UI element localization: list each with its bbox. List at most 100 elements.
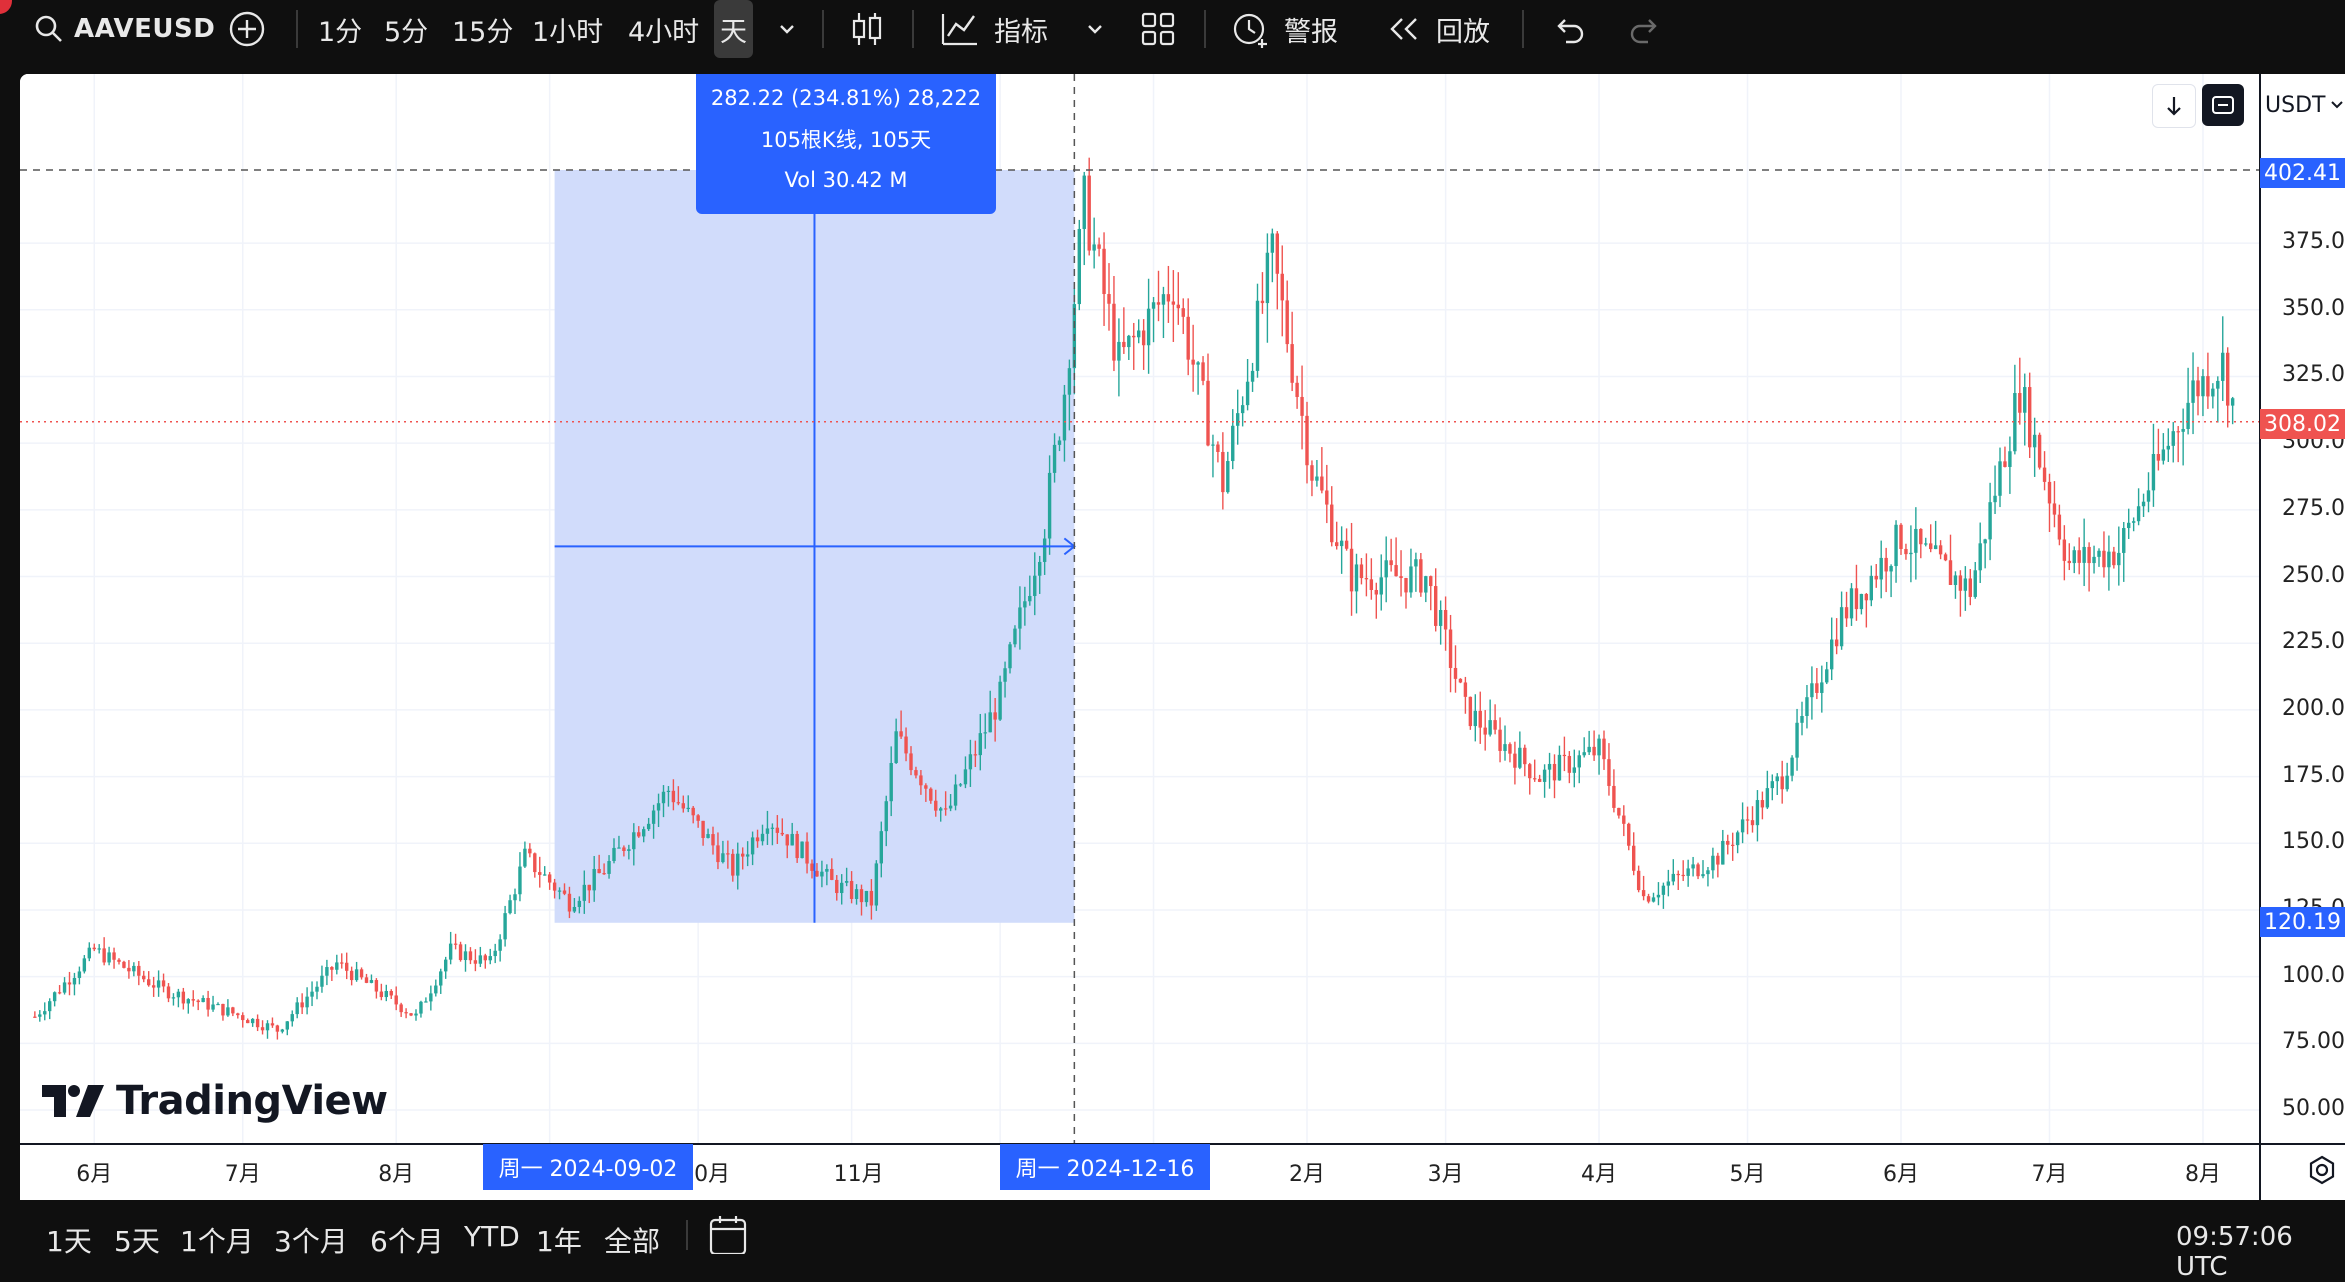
currency-selector[interactable]: USDT	[2265, 88, 2345, 122]
price-chart[interactable]	[20, 74, 2345, 1200]
chevron-down-icon	[780, 25, 794, 34]
range-button[interactable]: 1年	[536, 1225, 582, 1258]
candle-body	[1513, 753, 1517, 768]
candle-body	[241, 1015, 245, 1021]
chart-settings-button[interactable]	[2300, 1148, 2344, 1192]
candle-body	[1790, 757, 1794, 776]
utc-clock[interactable]: 09:57:06 UTC	[2176, 1222, 2293, 1282]
candle-body	[1062, 394, 1067, 441]
scroll-to-latest-button[interactable]	[2152, 84, 2196, 128]
candle-body	[1141, 330, 1146, 346]
candle-body	[2042, 467, 2047, 482]
candle-body	[1191, 359, 1195, 365]
price-axis-label: 200.00	[2282, 695, 2345, 721]
candle-body	[216, 1003, 220, 1006]
candle-body	[67, 982, 72, 985]
candle-body	[1231, 425, 1235, 462]
measure-volume: Vol 30.42 M	[784, 168, 908, 192]
timeframe-1m[interactable]: 1分	[318, 16, 363, 48]
indicators-dropdown-button[interactable]	[1084, 0, 1106, 58]
screenshot-button[interactable]	[2202, 84, 2244, 126]
compare-symbol-button[interactable]	[228, 0, 266, 58]
alert-button[interactable]: 警报	[1230, 0, 1338, 58]
candle-body	[87, 947, 91, 959]
candle-body	[612, 847, 616, 862]
candle-body	[1909, 552, 1913, 555]
alarm-clock-icon	[1233, 13, 1267, 48]
candle-body	[1562, 754, 1567, 757]
range-button[interactable]: 6个月	[370, 1225, 444, 1258]
candle-body	[340, 962, 344, 964]
candle-body	[666, 790, 671, 793]
candle-body	[745, 854, 750, 857]
candle-body	[1359, 564, 1364, 579]
replay-button[interactable]: 回放	[1386, 0, 1490, 58]
timeframe-dropdown-button[interactable]	[776, 0, 798, 58]
candle-body	[1577, 755, 1581, 768]
goto-date-button[interactable]	[708, 1214, 748, 1258]
layout-button[interactable]	[1140, 0, 1176, 58]
range-button[interactable]: 5天	[114, 1225, 160, 1258]
candle-body	[1528, 764, 1532, 779]
undo-button[interactable]	[1552, 0, 1586, 58]
candle-body	[785, 834, 789, 846]
candle-body	[1523, 747, 1527, 765]
indicators-button[interactable]: 指标	[940, 0, 1048, 58]
range-button[interactable]: 全部	[604, 1225, 661, 1258]
candle-body	[1146, 308, 1151, 346]
candle-body	[909, 753, 913, 771]
candle-body	[884, 801, 888, 832]
range-button[interactable]: 1天	[46, 1225, 92, 1258]
candle-body	[1612, 785, 1616, 808]
candle-body	[2082, 546, 2086, 563]
candle-body	[221, 1003, 225, 1016]
candle-body	[1270, 233, 1275, 253]
symbol-search[interactable]: AAVEUSD	[34, 0, 215, 58]
chart-area[interactable]: TradingView 282.22 (234.81%) 28,222 105根…	[20, 74, 2345, 1200]
time-axis-label: 8月	[378, 1162, 415, 1187]
candle-body	[1498, 729, 1502, 751]
time-axis-label: 5月	[1729, 1162, 1766, 1187]
range-button[interactable]: 3个月	[274, 1225, 348, 1258]
candle-body	[627, 849, 631, 851]
candle-body	[1602, 738, 1606, 760]
time-axis-label: 8月	[2184, 1162, 2221, 1187]
candle-body	[1632, 845, 1636, 871]
candle-body	[1597, 738, 1601, 756]
timeframe-15m[interactable]: 15分	[452, 16, 514, 48]
candle-body	[473, 960, 478, 964]
price-axis-label: 175.00	[2282, 762, 2345, 788]
timeframe-4h[interactable]: 4小时	[628, 16, 700, 48]
candle-body	[1567, 755, 1572, 773]
chart-type-button[interactable]	[850, 0, 884, 58]
candle-body	[1810, 683, 1814, 698]
candle-body	[285, 1021, 289, 1030]
candle-body	[1948, 560, 1953, 585]
timeframe-1h[interactable]: 1小时	[532, 16, 604, 48]
candle-body	[1889, 566, 1893, 572]
measure-change: 282.22 (234.81%) 28,222	[710, 86, 982, 110]
candle-body	[1176, 304, 1180, 309]
candle-body	[864, 890, 869, 903]
range-button[interactable]: YTD	[464, 1220, 520, 1253]
price-axis-label: 100.00	[2282, 962, 2345, 988]
redo-button[interactable]	[1628, 0, 1662, 58]
candle-body	[275, 1025, 280, 1032]
timeframe-1d[interactable]: 天	[714, 0, 753, 58]
candle-body	[1646, 896, 1651, 902]
candle-body	[2146, 490, 2151, 502]
candle-body	[1681, 874, 1685, 877]
candle-body	[1938, 545, 1943, 555]
candle-body	[681, 803, 685, 809]
candle-body	[1344, 540, 1349, 549]
candle-body	[1508, 744, 1512, 754]
candle-body	[988, 712, 992, 733]
range-button[interactable]: 1个月	[180, 1225, 254, 1258]
candle-body	[1661, 885, 1666, 895]
candle-body	[2230, 398, 2235, 406]
time-axis-label: 7月	[224, 1162, 261, 1187]
candle-body	[1156, 302, 1161, 305]
candle-body	[72, 977, 77, 985]
candle-body	[1542, 769, 1547, 782]
timeframe-5m[interactable]: 5分	[384, 16, 429, 48]
